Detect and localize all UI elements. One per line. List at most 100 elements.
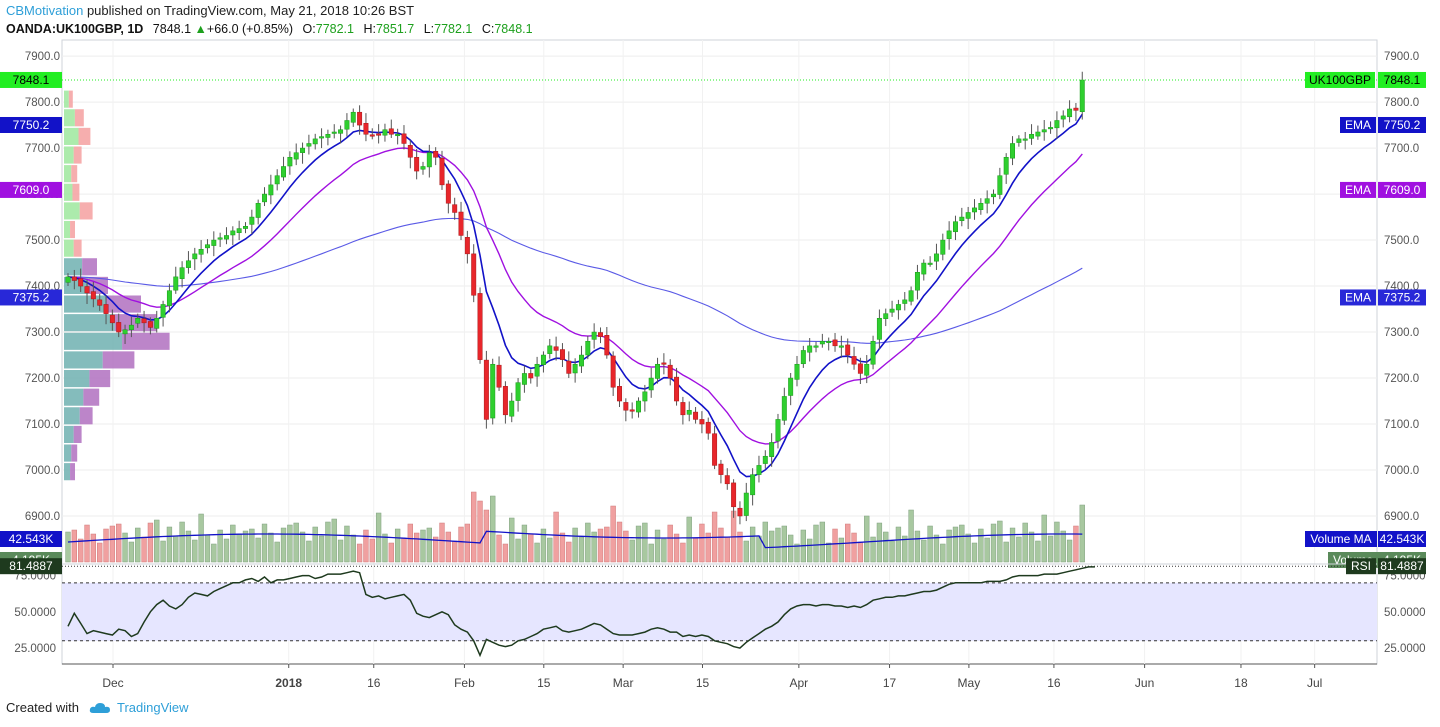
candle-body	[933, 253, 939, 262]
volume-bar	[965, 533, 971, 563]
rsi-label-tag-text: RSI	[1351, 559, 1371, 573]
ema-mid-tag-right-bg	[1378, 181, 1426, 198]
candle-body	[972, 207, 977, 213]
volume-bar	[382, 533, 388, 563]
candle-body	[369, 134, 375, 137]
volume-profile-up	[64, 351, 103, 369]
volume-bar	[84, 524, 90, 563]
ema-slow-tag-right-text: 7375.2	[1384, 290, 1421, 304]
volume-bar	[781, 525, 787, 563]
rsi-tick-right: 50.0000	[1384, 607, 1426, 619]
candle-body	[553, 346, 559, 351]
rsi-value-tag-left: 81.4887	[0, 558, 62, 575]
candle-body	[731, 482, 737, 508]
volume-bar	[261, 523, 268, 563]
volume-bar	[407, 523, 413, 563]
candle-body	[471, 253, 477, 296]
candle-body	[540, 354, 546, 365]
volume-bar	[103, 528, 109, 563]
footer: Created with TradingView	[6, 700, 189, 715]
volume-bar	[927, 525, 933, 563]
candle-body	[1079, 79, 1085, 112]
ema-mid-tag-right: 7609.0	[1378, 181, 1426, 198]
candle-body	[547, 345, 553, 354]
candle-body	[978, 203, 984, 210]
candle-body	[420, 166, 426, 170]
candle-body	[902, 299, 908, 304]
candle-body	[502, 386, 508, 416]
candle-body	[914, 272, 920, 291]
volume-bar	[1060, 530, 1066, 563]
candle-body	[414, 157, 420, 172]
candle-body	[623, 402, 629, 411]
candle-body	[281, 166, 286, 178]
volume-bar	[388, 542, 394, 563]
candle-body	[851, 356, 857, 365]
candle-body	[179, 267, 185, 279]
volume-bar	[141, 536, 147, 563]
ema-mid-tag-left-text: 7609.0	[13, 183, 50, 197]
volume-bar	[337, 539, 344, 563]
candle-body	[699, 419, 705, 425]
volume-bar	[287, 524, 293, 563]
volume-bar	[870, 536, 876, 563]
candle-body	[185, 260, 191, 268]
candle-body	[661, 362, 667, 365]
rsi-label-tag: RSI	[1346, 558, 1376, 575]
volume-bar	[1035, 540, 1041, 563]
volume-profile-down	[106, 295, 141, 313]
candle-body	[78, 278, 84, 287]
volume-bar	[192, 539, 198, 563]
volume-bar	[198, 513, 204, 563]
candle-body	[528, 373, 534, 379]
candle-body	[490, 363, 496, 419]
volume-bar	[1066, 539, 1073, 563]
volume-bar	[528, 533, 534, 563]
volume-bar	[883, 531, 889, 563]
volume-bar	[217, 529, 223, 563]
volume-bar	[230, 524, 236, 563]
volume-bar	[211, 543, 217, 563]
volume-bar	[350, 534, 356, 563]
author-link[interactable]: CBMotivation	[6, 3, 84, 18]
rsi-value-tag-right-bg	[1378, 558, 1426, 575]
volume-bar	[1073, 525, 1079, 563]
volume-bar	[128, 541, 135, 563]
volume-profile-down	[70, 220, 75, 239]
volume-ma-tag-right-bg	[1378, 531, 1426, 547]
volume-bar	[445, 531, 452, 563]
candle-body	[591, 331, 597, 340]
candle-body	[997, 175, 1003, 195]
volume-bar	[585, 522, 591, 563]
candle-body	[667, 364, 673, 379]
volume-bar	[895, 526, 902, 563]
y-tick-label-left: 7300.0	[25, 327, 60, 339]
y-tick-label-left: 7800.0	[25, 97, 60, 109]
ema-slow-label-tag-bg	[1340, 289, 1376, 306]
candle-body	[483, 359, 489, 420]
candle-body	[940, 239, 946, 255]
ema-mid-label-tag: EMA	[1340, 181, 1376, 198]
volume-bar	[477, 500, 483, 563]
volume-bar	[788, 534, 794, 563]
ema-slow-tag-left-bg	[0, 289, 62, 306]
tradingview-link[interactable]: TradingView	[116, 700, 189, 715]
candle-body	[344, 120, 350, 130]
rsi-tick-right: 25.0000	[1384, 643, 1426, 655]
volume-bar	[122, 532, 128, 563]
publish-text: published on TradingView.com, May 21, 20…	[86, 3, 415, 18]
candle-body	[90, 291, 96, 300]
volume-bar	[794, 543, 800, 563]
candle-body	[959, 216, 965, 221]
volume-bar	[293, 522, 299, 563]
x-tick-label: Dec	[102, 676, 123, 690]
x-tick-label: 16	[1047, 676, 1061, 690]
volume-bar	[933, 534, 940, 563]
candle-body	[262, 193, 267, 203]
candle-body	[515, 382, 521, 401]
volume-bar	[838, 537, 845, 563]
volume-bar	[699, 523, 705, 563]
volume-profile-down	[78, 127, 91, 145]
volume-profile-down	[71, 444, 78, 462]
